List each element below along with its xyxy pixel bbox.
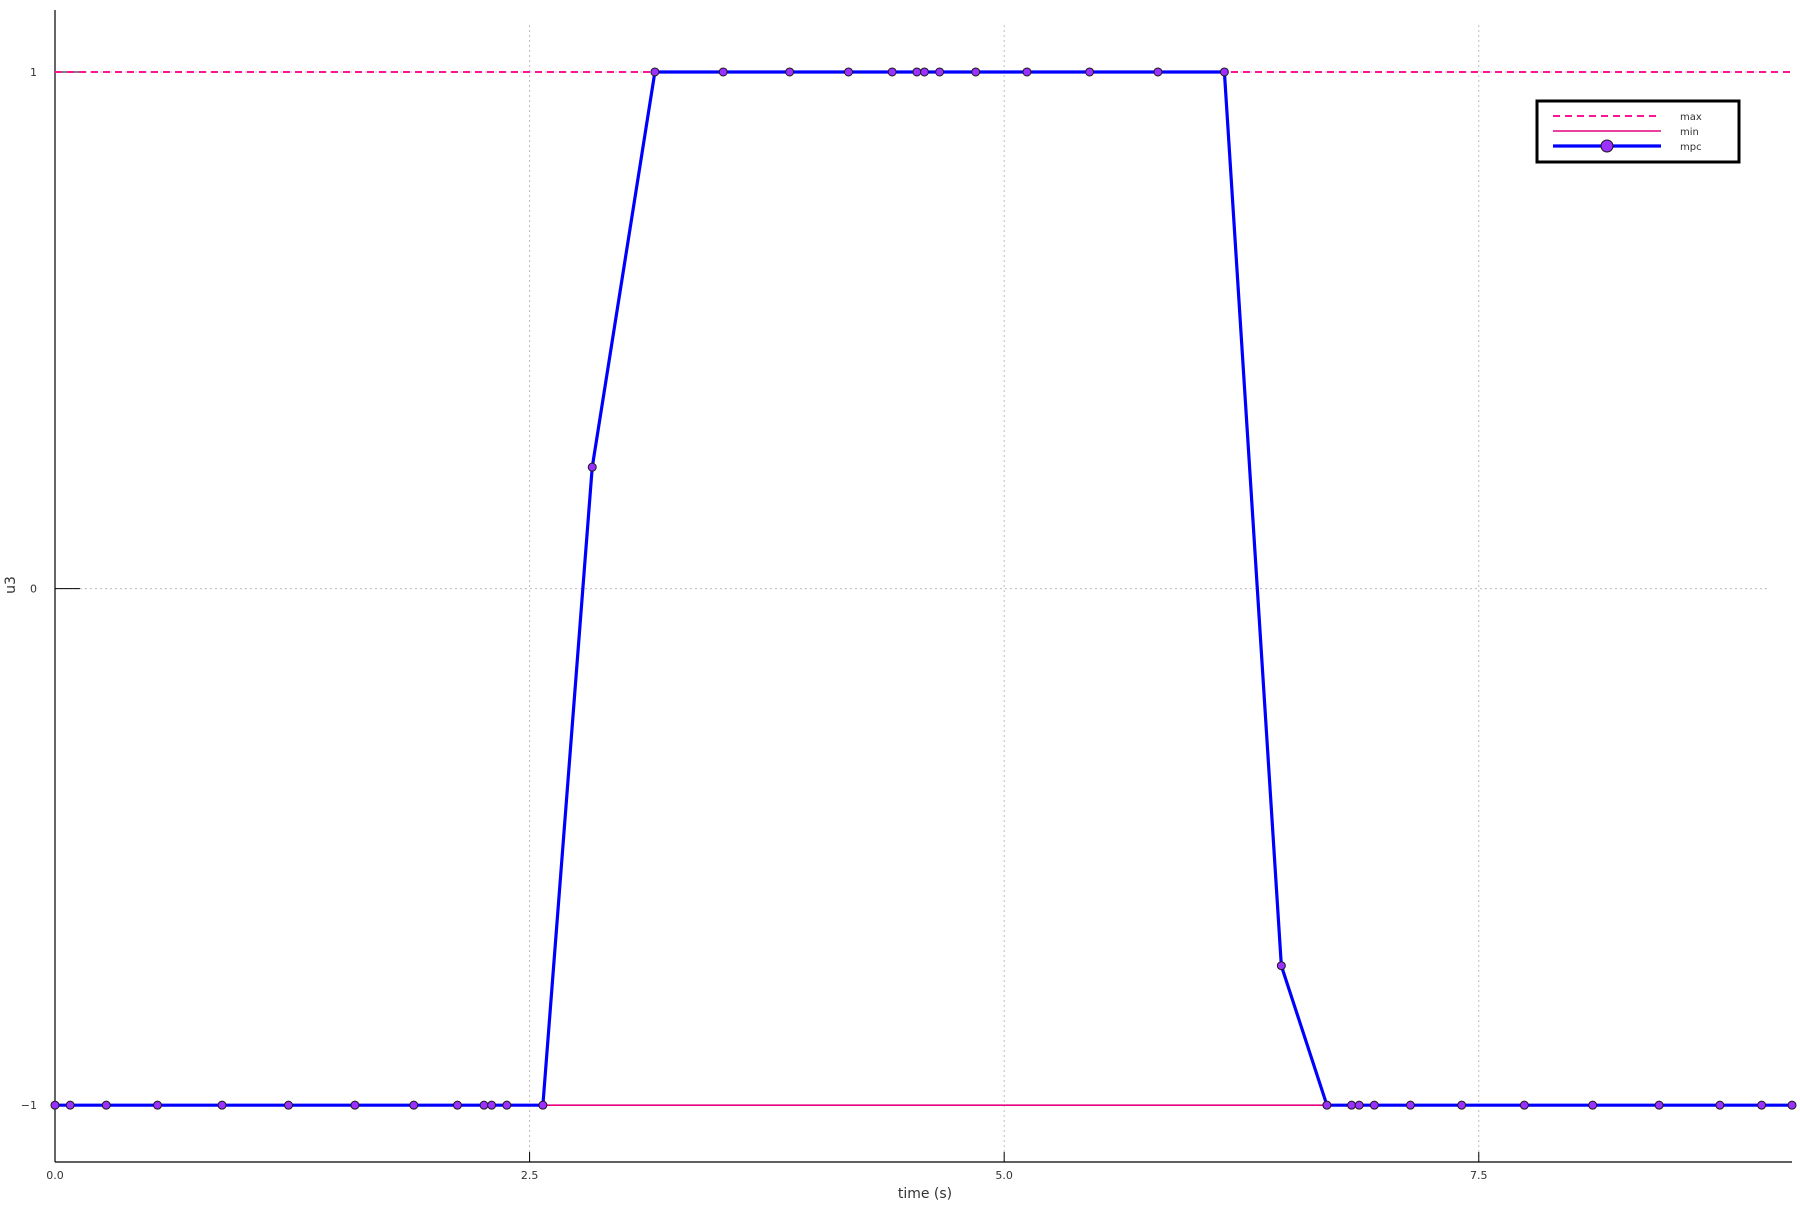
data-point-mpc [1715, 1100, 1725, 1110]
data-point-mpc [785, 67, 795, 77]
data-point-mpc [1276, 961, 1286, 971]
data-point-mpc [844, 67, 854, 77]
legend-label-max: max [1680, 112, 1702, 123]
data-point-mpc [452, 1100, 462, 1110]
data-point-mpc [1022, 67, 1032, 77]
legend-label-min: min [1680, 127, 1699, 138]
x-tick-label: 2.5 [521, 1169, 539, 1182]
data-point-mpc [1085, 67, 1095, 77]
data-point-mpc [1369, 1100, 1379, 1110]
legend-label-mpc: mpc [1680, 142, 1702, 153]
data-point-mpc [919, 67, 929, 77]
data-point-mpc [971, 67, 981, 77]
y-tick-label: 1 [30, 66, 37, 79]
x-tick-label: 5.0 [995, 1169, 1013, 1182]
grid-layer [55, 25, 1767, 1162]
data-point-mpc [1787, 1100, 1797, 1110]
data-point-mpc [65, 1100, 75, 1110]
axes-layer: 0.0 2.5 5.0 7.5 −1 0 1 [21, 10, 1792, 1182]
data-point-mpc [1347, 1100, 1357, 1110]
data-point-mpc [1322, 1100, 1332, 1110]
data-point-mpc [718, 67, 728, 77]
data-point-mpc [1654, 1100, 1664, 1110]
data-point-mpc [487, 1100, 497, 1110]
data-point-mpc [479, 1100, 489, 1110]
y-tick-label: −1 [21, 1099, 37, 1112]
data-point-mpc [912, 67, 922, 77]
data-point-mpc [1405, 1100, 1415, 1110]
data-point-mpc [502, 1100, 512, 1110]
y-axis-title: u3 [3, 576, 19, 594]
legend: max min mpc [1535, 99, 1741, 164]
markers-layer [50, 67, 1797, 1110]
data-point-mpc [350, 1100, 360, 1110]
data-point-mpc [1588, 1100, 1598, 1110]
data-point-mpc [1457, 1100, 1467, 1110]
data-point-mpc [217, 1100, 227, 1110]
data-point-mpc [1153, 67, 1163, 77]
legend-marker-mpc [1600, 139, 1614, 153]
y-tick-label: 0 [30, 583, 37, 596]
data-point-mpc [887, 67, 897, 77]
x-tick-label: 7.5 [1470, 1169, 1488, 1182]
data-point-mpc [50, 1100, 60, 1110]
data-point-mpc [101, 1100, 111, 1110]
data-point-mpc [1219, 67, 1229, 77]
data-point-mpc [587, 462, 597, 472]
data-point-mpc [1757, 1100, 1767, 1110]
data-point-mpc [538, 1100, 548, 1110]
data-point-mpc [1354, 1100, 1364, 1110]
data-point-mpc [650, 67, 660, 77]
data-point-mpc [409, 1100, 419, 1110]
data-point-mpc [283, 1100, 293, 1110]
x-axis-title: time (s) [898, 1186, 952, 1200]
data-point-mpc [153, 1100, 163, 1110]
data-point-mpc [935, 67, 945, 77]
data-point-mpc [1519, 1100, 1529, 1110]
x-tick-label: 0.0 [46, 1169, 64, 1182]
